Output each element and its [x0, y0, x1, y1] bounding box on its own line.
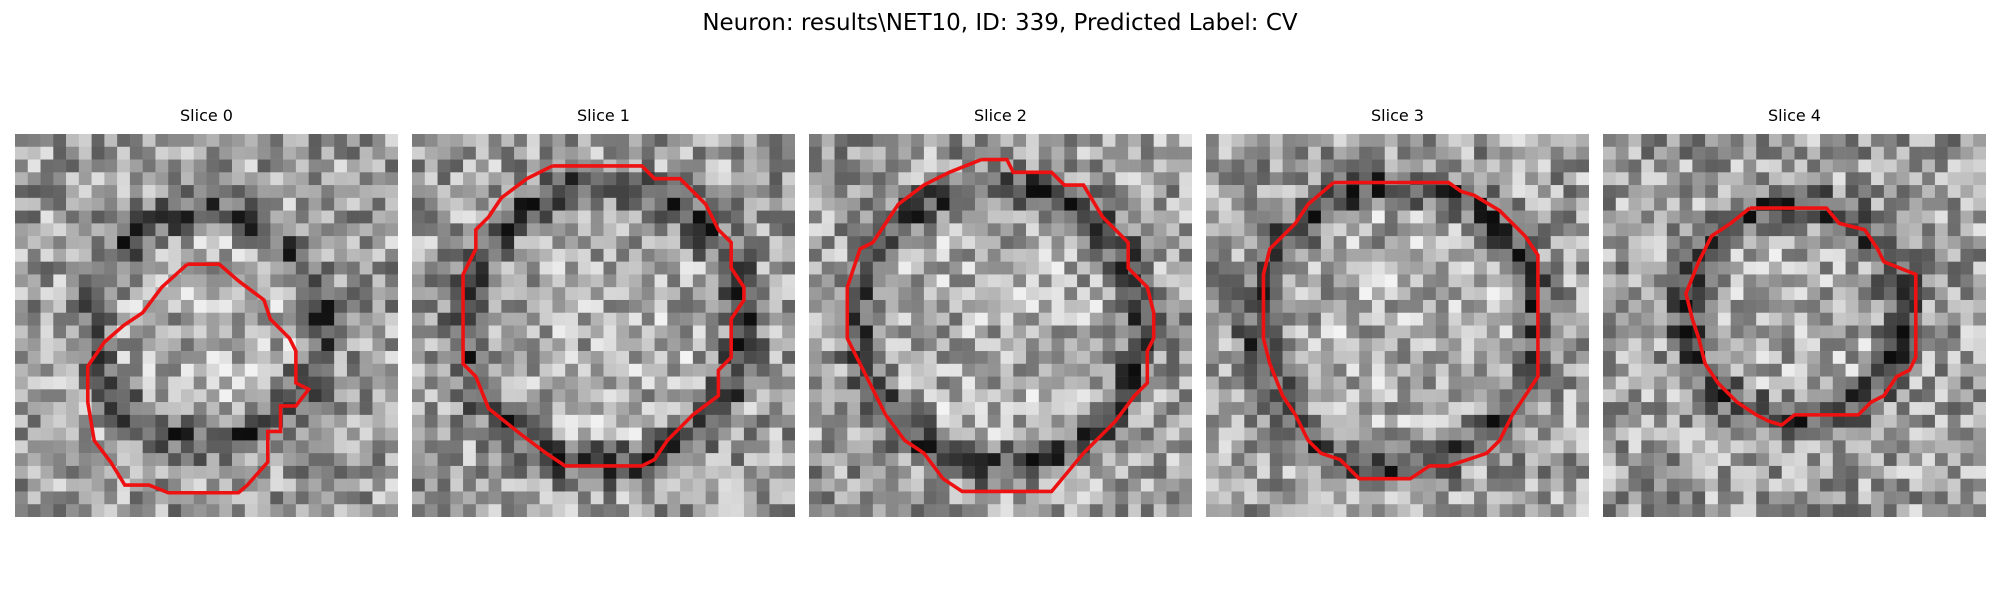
slice-panel-1: Slice 1: [412, 106, 795, 517]
pixel-grid: [15, 134, 398, 517]
slice-title-1: Slice 1: [577, 106, 630, 125]
segmentation-contour: [1261, 180, 1540, 481]
slice-image-4: [1603, 134, 1986, 517]
slice-image-3: [1206, 134, 1589, 517]
segmentation-contour: [461, 164, 746, 468]
segmentation-contour: [1684, 206, 1918, 428]
slice-title-4: Slice 4: [1768, 106, 1821, 125]
slice-image-2: [809, 134, 1192, 517]
slice-title-2: Slice 2: [974, 106, 1027, 125]
slice-title-3: Slice 3: [1371, 106, 1424, 125]
slice-panel-4: Slice 4: [1603, 106, 1986, 517]
slice-panel-3: Slice 3: [1206, 106, 1589, 517]
pixel-grid: [1603, 134, 1986, 517]
pixel-grid: [412, 134, 795, 517]
slice-image-0: [15, 134, 398, 517]
slice-image-1: [412, 134, 795, 517]
slice-panel-2: Slice 2: [809, 106, 1192, 517]
segmentation-contour: [845, 157, 1156, 494]
segmentation-contour: [85, 262, 312, 495]
slice-panel-0: Slice 0: [15, 106, 398, 517]
figure-title: Neuron: results\NET10, ID: 339, Predicte…: [702, 10, 1298, 36]
pixel-grid: [809, 134, 1192, 517]
pixel-grid: [1206, 134, 1589, 517]
slice-title-0: Slice 0: [180, 106, 233, 125]
